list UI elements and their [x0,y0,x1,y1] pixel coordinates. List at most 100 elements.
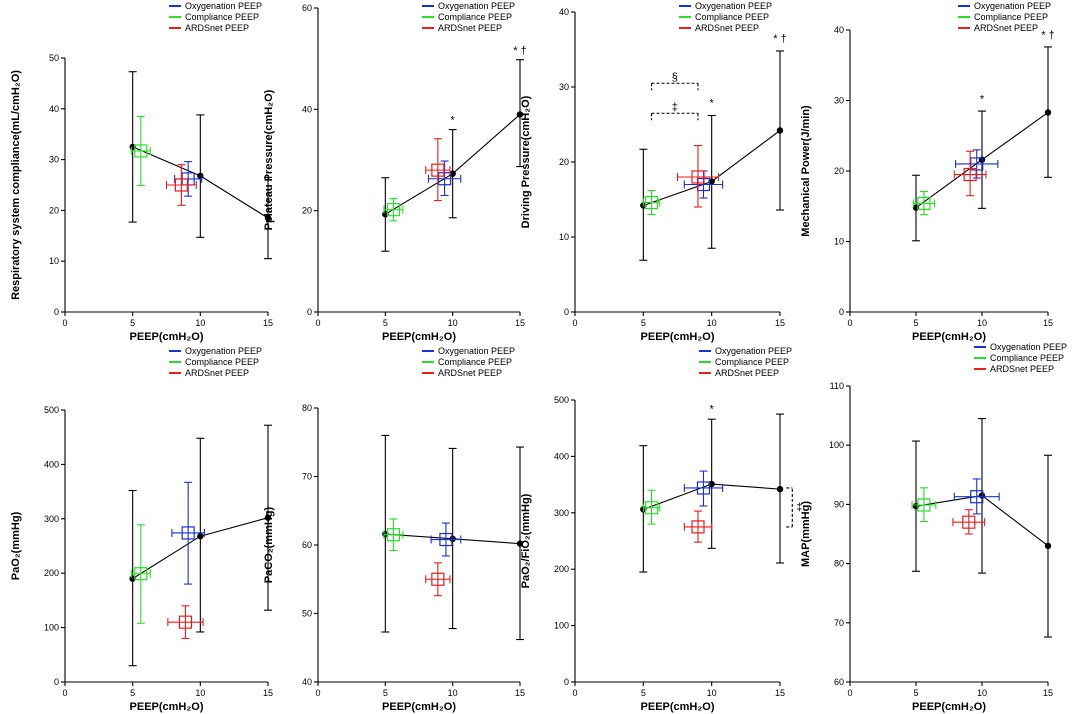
fixed-peep-point [516,111,524,118]
fixed-peep-point [516,540,524,547]
y-tick-label: 200 [554,564,569,574]
compliance-peep-point [134,144,148,158]
y-tick-label: 50 [49,53,59,63]
y-tick-label: 80 [834,559,844,569]
fixed-peep-point [776,485,784,493]
y-tick-label: 30 [559,82,569,92]
x-tick-label: 15 [1043,318,1053,328]
y-tick-label: 40 [302,104,312,114]
x-axis-label: PEEP(cmH₂O) [641,331,715,343]
bracket-label: ‡ [672,101,678,113]
significance-marker: * [710,98,715,110]
y-tick-label: 0 [54,677,59,687]
x-tick-label: 0 [847,688,852,698]
fixed-peep-point [197,533,204,540]
significance-marker: * [980,94,985,106]
oxygenation-peep-point [970,490,984,504]
y-tick-label: 110 [830,381,844,391]
y-tick-label: 40 [834,25,844,35]
x-tick-label: 5 [913,318,918,328]
chart-panel-c: 0 10 20 30 40 0 5 10 15 PEEP(cmH₂O) Driving Pressu… [520,1,787,343]
fixed-peep-point [449,535,456,543]
legend-label-compliance: Compliance PEEP [438,357,512,367]
oxygenation-peep-point [696,481,711,495]
x-tick-label: 10 [977,318,987,328]
ardsnet-peep-point [174,178,188,192]
y-tick-label: 40 [559,7,569,17]
chart-panel-d: 0 10 20 30 40 0 5 10 15 PEEP(cmH₂O) Mechanical Pow… [800,1,1055,343]
significance-bracket: ‡ [786,487,802,528]
y-tick-label: 30 [49,155,59,165]
x-tick-label: 15 [515,318,525,328]
oxygenation-peep-point [437,172,452,186]
legend-label-oxygenation: Oxygenation PEEP [185,1,262,11]
x-tick-label: 0 [62,318,67,328]
x-tick-label: 5 [641,688,646,698]
x-tick-label: 10 [448,688,458,698]
y-axis-label: PaCO₂(mmHg) [263,506,275,583]
legend-label-compliance: Compliance PEEP [185,357,259,367]
fixed-peep-point [264,514,272,521]
legend-label-oxygenation: Oxygenation PEEP [438,346,515,356]
fixed-peep-point [264,214,272,222]
ardsnet-peep-point [691,520,705,534]
y-axis-label: Driving Pressure(cmH₂O) [520,95,532,228]
legend-label-compliance: Compliance PEEP [974,12,1048,22]
x-axis-label: PEEP(cmH₂O) [641,701,715,713]
fixed-peep-point [978,492,986,499]
chart-panel-b: 0 20 40 60 0 5 10 15 PEEP(cmH₂O) Pplateau Pressur… [263,1,527,343]
significance-marker: * [710,403,715,415]
y-tick-label: 20 [834,166,844,176]
x-axis-label: PEEP(cmH₂O) [912,701,986,713]
legend-label-ardsnet: ARDSnet PEEP [438,368,502,378]
compliance-peep-point [917,196,931,211]
legend-label-oxygenation: Oxygenation PEEP [438,1,515,11]
ardsnet-peep-point [962,515,976,529]
x-axis-label: PEEP(cmH₂O) [130,701,204,713]
fixed-peep-point [1044,109,1052,116]
legend-label-compliance: Compliance PEEP [438,12,512,22]
fixed-peep-point [197,172,204,180]
legend-label-oxygenation: Oxygenation PEEP [695,1,772,11]
x-tick-label: 5 [913,688,918,698]
y-tick-label: 0 [564,307,569,317]
legend-label-ardsnet: ARDSnet PEEP [974,23,1038,33]
x-axis-label: PEEP(cmH₂O) [382,701,456,713]
y-axis-label: Mechanical Power(J/min) [800,105,812,237]
y-tick-label: 20 [559,157,569,167]
oxygenation-peep-point [439,532,453,547]
x-tick-label: 0 [572,688,577,698]
legend-label-ardsnet: ARDSnet PEEP [185,23,249,33]
bracket-label: ‡ [796,501,802,513]
x-tick-label: 5 [383,688,388,698]
x-tick-label: 0 [572,318,577,328]
y-tick-label: 400 [554,451,569,461]
y-tick-label: 100 [44,623,59,633]
y-tick-label: 400 [44,459,59,469]
y-tick-label: 300 [554,508,569,518]
y-tick-label: 90 [834,499,844,509]
compliance-peep-point [386,203,401,217]
y-tick-label: 60 [834,677,844,687]
y-tick-label: 200 [44,568,59,578]
y-tick-label: 300 [44,514,59,524]
x-tick-label: 0 [62,688,67,698]
legend-label-compliance: Compliance PEEP [715,357,789,367]
legend-label-oxygenation: Oxygenation PEEP [990,342,1067,352]
y-axis-label: Respiratory system compliance(mL/cmH₂O) [10,70,22,300]
significance-bracket: § [650,71,699,91]
x-tick-label: 10 [977,688,987,698]
y-tick-label: 0 [839,307,844,317]
x-tick-label: 15 [263,688,273,698]
fixed-peep-point [1044,542,1052,550]
y-axis-label: MAP(mmHg) [800,501,812,567]
x-axis-label: PEEP(cmH₂O) [912,331,986,343]
x-tick-label: 15 [775,688,785,698]
